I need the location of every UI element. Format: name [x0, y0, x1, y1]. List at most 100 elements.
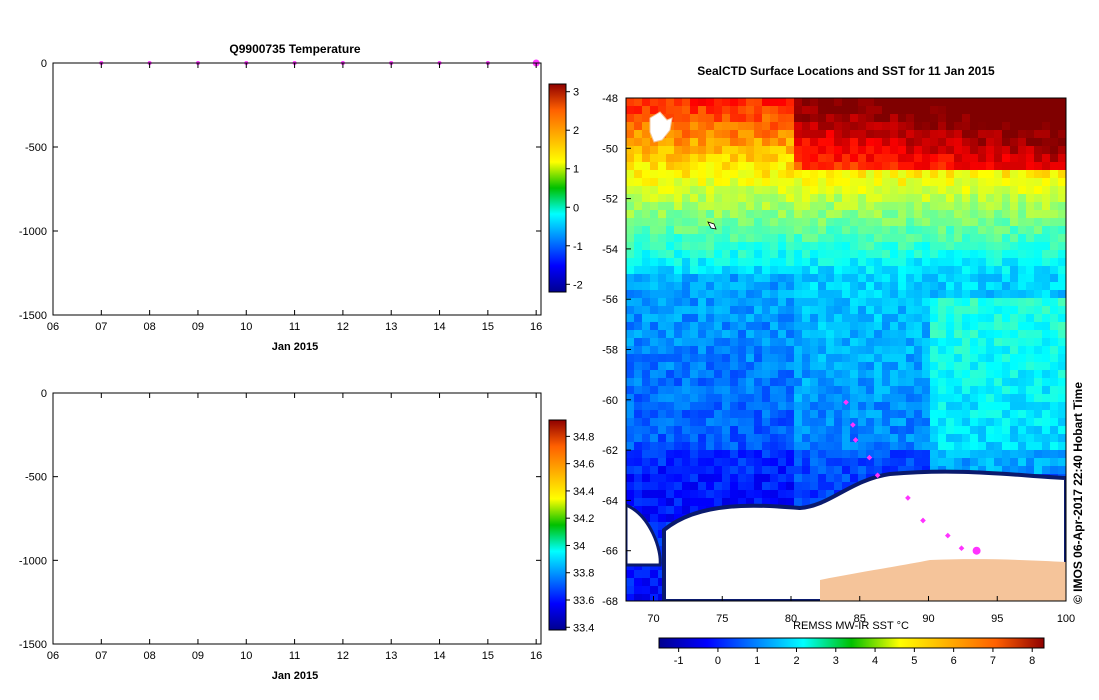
sst-cell: [730, 346, 739, 355]
sst-cell: [898, 234, 907, 243]
sst-cell: [914, 250, 923, 259]
sst-cell: [786, 114, 795, 123]
sst-cell: [738, 466, 747, 475]
sst-cell: [762, 394, 771, 403]
sst-cell: [658, 474, 667, 483]
sst-cell: [1034, 290, 1043, 299]
sst-cell: [914, 290, 923, 299]
sst-cell: [1050, 322, 1059, 331]
sst-cell: [802, 474, 811, 483]
sst-cell: [858, 170, 867, 179]
sst-cell: [1002, 338, 1011, 347]
sst-cell: [658, 482, 667, 491]
sst-cell: [842, 282, 851, 291]
sst-cell: [634, 354, 643, 363]
sst-cell: [890, 362, 899, 371]
sst-cell: [850, 298, 859, 307]
sst-cell: [778, 130, 787, 139]
sst-cell: [922, 266, 931, 275]
sst-cell: [1010, 130, 1019, 139]
x-tick-label: 08: [144, 650, 156, 662]
sst-cell: [882, 410, 891, 419]
sst-cell: [626, 202, 635, 211]
sst-cell: [1026, 170, 1035, 179]
sst-cell: [722, 298, 731, 307]
sst-cell: [682, 418, 691, 427]
sst-cell: [970, 298, 979, 307]
sst-cell: [810, 106, 819, 115]
sst-cell: [826, 234, 835, 243]
sst-cell: [1010, 354, 1019, 363]
sst-cell: [842, 202, 851, 211]
sst-cell: [794, 258, 803, 267]
sst-cell: [922, 330, 931, 339]
temperature-colorbar: [548, 83, 567, 293]
sst-cell: [738, 154, 747, 163]
sst-cell: [1034, 370, 1043, 379]
sst-cell: [762, 210, 771, 219]
sst-cell: [850, 338, 859, 347]
sst-cell: [850, 186, 859, 195]
sst-cell: [890, 370, 899, 379]
sst-cell: [954, 138, 963, 147]
sst-cell: [754, 274, 763, 283]
sst-cell: [842, 106, 851, 115]
sst-cell: [994, 234, 1003, 243]
sst-cell: [1002, 282, 1011, 291]
sst-cell: [818, 234, 827, 243]
sst-cell: [658, 338, 667, 347]
sst-cell: [898, 410, 907, 419]
sst-cell: [674, 434, 683, 443]
sst-cell: [946, 226, 955, 235]
sst-cell: [666, 346, 675, 355]
sst-cell: [642, 138, 651, 147]
sst-cell: [1034, 114, 1043, 123]
sst-cell: [778, 474, 787, 483]
sst-cell: [890, 234, 899, 243]
sst-cell: [962, 98, 971, 107]
sst-cell: [626, 186, 635, 195]
sst-cell: [906, 298, 915, 307]
x-tick-label: 15: [482, 321, 494, 333]
sst-cell: [762, 106, 771, 115]
sst-cell: [906, 354, 915, 363]
sst-cell: [970, 314, 979, 323]
sst-cell: [994, 378, 1003, 387]
sst-cell: [714, 410, 723, 419]
sst-cell: [1034, 346, 1043, 355]
sst-cell: [730, 130, 739, 139]
sst-cell: [874, 290, 883, 299]
sst-cell: [850, 402, 859, 411]
lon-tick-label: 85: [854, 613, 866, 625]
sst-cell: [906, 266, 915, 275]
sst-cell: [690, 402, 699, 411]
sst-cell: [858, 250, 867, 259]
sst-cell: [1050, 250, 1059, 259]
sst-cell: [1002, 394, 1011, 403]
sst-cell: [1026, 442, 1035, 451]
sst-cell: [1058, 154, 1066, 163]
sst-cell: [762, 474, 771, 483]
sst-cell: [666, 282, 675, 291]
sst-cell: [698, 290, 707, 299]
sst-cell: [642, 418, 651, 427]
sst-cell: [666, 218, 675, 227]
sst-cell: [874, 266, 883, 275]
sst-cell: [1002, 146, 1011, 155]
sst-cell: [1058, 362, 1066, 371]
sst-cell: [778, 346, 787, 355]
sst-cell: [722, 426, 731, 435]
sst-cell: [866, 386, 875, 395]
sst-cell: [858, 450, 867, 459]
sst-cell: [1026, 186, 1035, 195]
sst-cell: [938, 282, 947, 291]
sst-cell: [714, 306, 723, 315]
sst-cell: [866, 250, 875, 259]
sst-cell: [962, 314, 971, 323]
sst-cell: [722, 322, 731, 331]
sst-cell: [802, 266, 811, 275]
sst-cell: [1010, 242, 1019, 251]
sst-cell: [1034, 122, 1043, 131]
sst-cell: [930, 458, 939, 467]
